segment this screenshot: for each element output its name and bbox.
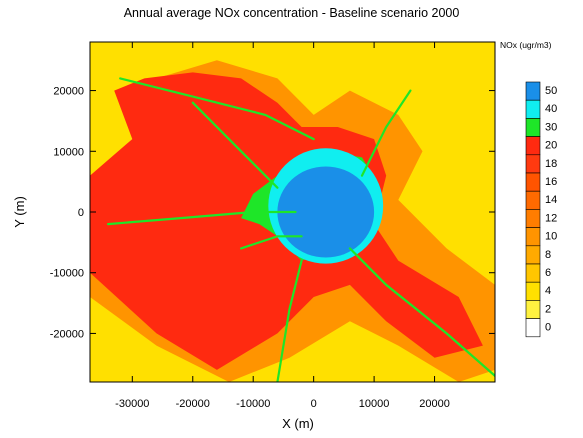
colorbar-label-4: 4 xyxy=(545,285,551,297)
colorbar-swatch-8 xyxy=(525,245,541,265)
y-axis: 20000 10000 0 -10000 -20000 xyxy=(50,86,495,340)
colorbar-label-8: 8 xyxy=(545,249,551,261)
y-tick-label-4: -20000 xyxy=(50,328,84,340)
colorbar-label-2: 2 xyxy=(545,303,551,315)
colorbar-title: NOx (ugr/m3) xyxy=(500,40,552,50)
road-7 xyxy=(191,101,279,189)
colorbar-label-0: 0 xyxy=(545,322,551,334)
x-axis-label: X (m) xyxy=(282,416,314,431)
colorbar-swatch-40 xyxy=(525,99,541,119)
x-tick-label-2: -10000 xyxy=(236,398,270,410)
colorbar-swatch-12 xyxy=(525,209,541,228)
x-tick-label-5: 20000 xyxy=(419,398,450,410)
x-tick-label-1: -20000 xyxy=(176,398,210,410)
colorbar-swatch-2 xyxy=(525,300,541,319)
colorbar-label-10: 10 xyxy=(545,231,557,243)
colorbar-swatch-10 xyxy=(525,227,541,247)
colorbar-label-16: 16 xyxy=(545,176,557,188)
chart-title: Annual average NOx concentration - Basel… xyxy=(123,6,460,20)
y-tick-label-3: -10000 xyxy=(50,268,84,280)
colorbar-label-30: 30 xyxy=(545,121,557,133)
x-tick-label-0: -30000 xyxy=(115,398,149,410)
colorbar-label-6: 6 xyxy=(545,267,551,279)
colorbar-label-12: 12 xyxy=(545,212,557,224)
colorbar-swatch-4 xyxy=(525,281,541,301)
urban-core xyxy=(277,166,375,258)
y-tick-label-2: 0 xyxy=(78,207,84,219)
road-1 xyxy=(119,77,315,141)
colorbar-label-40: 40 xyxy=(545,103,557,115)
colorbar-swatch-30 xyxy=(525,118,541,137)
colorbar-swatch-20 xyxy=(525,136,541,156)
colorbar-swatch-18 xyxy=(525,154,541,174)
x-tick-label-3: 0 xyxy=(311,398,317,410)
road-5 xyxy=(348,247,495,377)
heatmap-plot-area xyxy=(90,42,495,382)
road-4 xyxy=(276,259,303,382)
colorbar-swatch-14 xyxy=(525,190,541,210)
colorbar-swatch-0 xyxy=(525,318,541,338)
road-2 xyxy=(107,210,297,226)
colorbar-label-14: 14 xyxy=(545,194,557,206)
y-axis-label: Y (m) xyxy=(12,196,27,228)
colorbar-swatch-50 xyxy=(525,81,541,101)
road-3 xyxy=(240,235,303,250)
colorbar-label-50: 50 xyxy=(545,85,557,97)
colorbar-label-18: 18 xyxy=(545,158,557,170)
y-tick-label-0: 20000 xyxy=(53,86,84,98)
colorbar-swatch-16 xyxy=(525,172,541,192)
colorbar-swatch-6 xyxy=(525,263,541,283)
road-6 xyxy=(360,89,412,177)
x-axis: -30000 -20000 -10000 0 10000 20000 xyxy=(115,42,450,410)
y-tick-label-1: 10000 xyxy=(53,146,84,158)
colorbar-label-20: 20 xyxy=(545,140,557,152)
x-tick-label-4: 10000 xyxy=(359,398,390,410)
